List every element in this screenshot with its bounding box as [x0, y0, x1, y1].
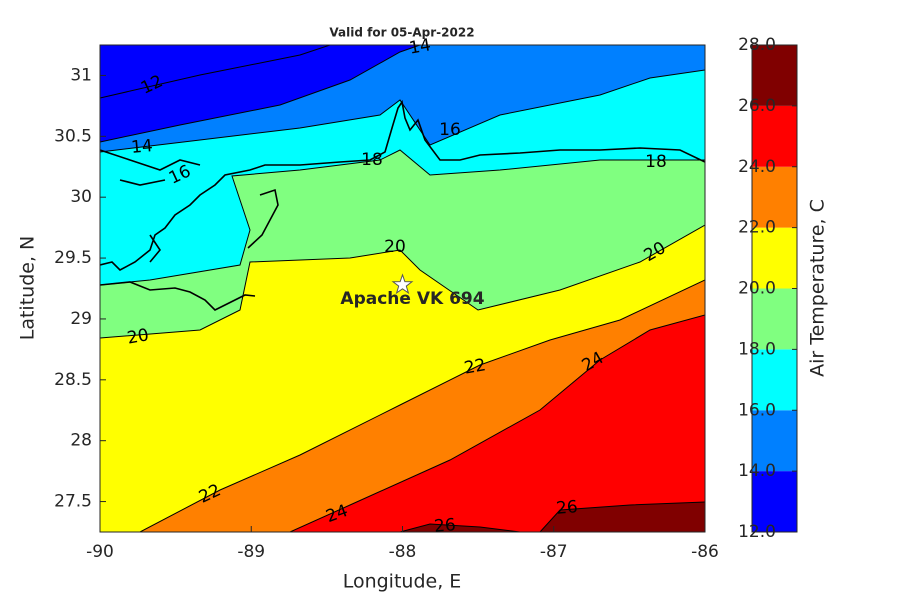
x-tick-label: -89 [237, 542, 265, 562]
map-title: Valid for 05-Apr-2022 [329, 26, 474, 40]
colorbar-tick-label: 22.0 [738, 218, 776, 238]
y-tick-label: 29 [70, 309, 92, 329]
colorbar-segment [752, 105, 797, 167]
contour-line [100, 45, 331, 99]
y-tick-label: 27.5 [54, 492, 92, 512]
x-tick-label: -90 [86, 542, 114, 562]
colorbar-segment [752, 349, 797, 411]
station-marker [391, 273, 414, 295]
contour-line [100, 279, 705, 532]
y-axis-label: Latitude, N [17, 236, 39, 341]
colorbar-segment [752, 410, 797, 472]
contour-label: 18 [645, 152, 667, 172]
y-tick-label: 28 [70, 431, 92, 451]
contour-line [100, 45, 421, 143]
contour-line [289, 314, 705, 532]
contour-line [100, 149, 705, 286]
colorbar-segment [752, 45, 797, 106]
contour-label: 14 [130, 136, 153, 158]
contour-label: 16 [439, 120, 461, 140]
colorbar: 12.0 14.0 16.0 18.0 20.0 22.0 24.0 26.0 28.0 [738, 35, 798, 542]
colorbar-tick-label: 12.0 [738, 522, 776, 542]
y-tick-label: 30.5 [54, 126, 92, 146]
colorbar-tick-label: 20.0 [738, 279, 776, 299]
colorbar-tick-label: 14.0 [738, 461, 776, 481]
x-axis-label: Longitude, E [343, 571, 462, 593]
contour-label: 14 [408, 35, 433, 58]
colorbar-tick-label: 18.0 [738, 339, 776, 359]
y-tick-label: 30 [70, 187, 92, 207]
contour-lines [100, 45, 705, 532]
colorbar-segment [752, 227, 797, 289]
contour-label: 20 [126, 325, 151, 348]
station-label: Apache VK 694 [340, 289, 484, 309]
y-tick-label: 28.5 [54, 370, 92, 390]
colorbar-tick-label: 16.0 [738, 400, 776, 420]
colorbar-tick-label: 26.0 [738, 96, 776, 116]
temperature-band [399, 523, 521, 532]
x-tick-label: -86 [691, 542, 719, 562]
contour-label: 26 [555, 497, 578, 519]
colorbar-tick-label: 28.0 [738, 35, 776, 55]
x-tick-label: -87 [540, 542, 568, 562]
y-tick-label: 31 [70, 65, 92, 85]
contour-line [539, 501, 705, 532]
colorbar-label: Air Temperature, C [807, 199, 829, 377]
temperature-band [290, 315, 705, 532]
contour-label: 20 [384, 237, 406, 257]
colorbar-segment [752, 166, 797, 228]
y-tick-label: 29.5 [54, 248, 92, 268]
contour-line [100, 224, 705, 339]
contour-label: 26 [433, 515, 456, 537]
colorbar-segment [752, 471, 797, 532]
colorbar-segment [752, 288, 797, 350]
contour-label: 18 [361, 150, 383, 170]
colorbar-tick-label: 24.0 [738, 157, 776, 177]
contour-label: 22 [463, 355, 488, 378]
x-tick-label: -88 [389, 542, 417, 562]
coastline [100, 99, 705, 311]
temperature-band [540, 502, 705, 532]
